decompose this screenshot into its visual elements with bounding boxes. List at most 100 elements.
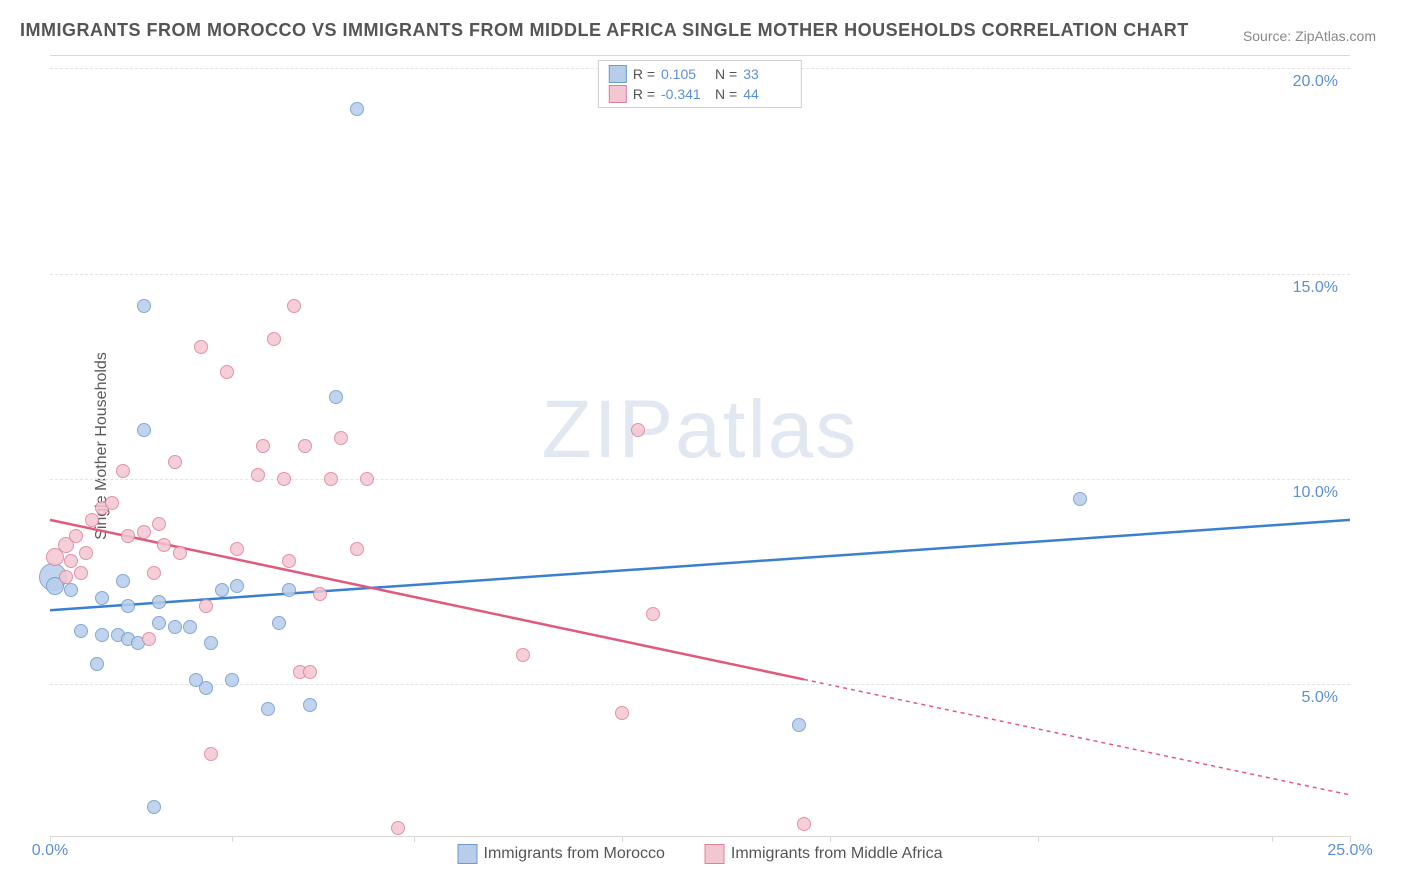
data-point — [261, 702, 275, 716]
gridline — [50, 684, 1350, 685]
stat-n-value: 44 — [743, 84, 791, 104]
chart-title: IMMIGRANTS FROM MOROCCO VS IMMIGRANTS FR… — [20, 20, 1189, 41]
data-point — [230, 542, 244, 556]
data-point — [272, 616, 286, 630]
data-point — [147, 566, 161, 580]
data-point — [147, 800, 161, 814]
data-point — [121, 529, 135, 543]
x-tick — [622, 836, 623, 842]
data-point — [152, 616, 166, 630]
plot-area: ZIPatlas R =0.105N =33R =-0.341N =44 Imm… — [50, 55, 1350, 837]
y-tick-label: 20.0% — [1293, 73, 1338, 91]
legend-swatch — [609, 85, 627, 103]
stat-legend-row: R = -0.341 N = 44 — [609, 84, 791, 104]
data-point — [90, 657, 104, 671]
data-point — [183, 620, 197, 634]
data-point — [142, 632, 156, 646]
bottom-legend: Immigrants from Morocco Immigrants from M… — [458, 844, 943, 864]
data-point — [95, 628, 109, 642]
watermark-thin: atlas — [675, 384, 858, 475]
x-tick-label: 0.0% — [32, 842, 68, 860]
data-point — [59, 570, 73, 584]
legend-label: Immigrants from Morocco — [484, 845, 665, 862]
data-point — [282, 583, 296, 597]
data-point — [516, 648, 530, 662]
x-tick — [414, 836, 415, 842]
gridline — [50, 479, 1350, 480]
data-point — [303, 698, 317, 712]
data-point — [334, 431, 348, 445]
data-point — [256, 439, 270, 453]
legend-swatch — [609, 65, 627, 83]
data-point — [230, 579, 244, 593]
legend-swatch — [458, 844, 478, 864]
watermark: ZIPatlas — [542, 383, 859, 477]
gridline — [50, 274, 1350, 275]
data-point — [204, 747, 218, 761]
stat-r-label: R = — [633, 84, 655, 104]
stat-legend: R = 0.105 N = 33R = -0.341 N = 44 — [598, 60, 802, 108]
data-point — [137, 299, 151, 313]
data-point — [360, 472, 374, 486]
data-point — [1073, 492, 1087, 506]
data-point — [74, 566, 88, 580]
data-point — [69, 529, 83, 543]
data-point — [152, 595, 166, 609]
data-point — [137, 423, 151, 437]
data-point — [199, 599, 213, 613]
data-point — [95, 591, 109, 605]
stat-r-value: -0.341 — [661, 84, 709, 104]
data-point — [168, 620, 182, 634]
data-point — [303, 665, 317, 679]
y-tick-label: 10.0% — [1293, 484, 1338, 502]
data-point — [116, 464, 130, 478]
data-point — [251, 468, 265, 482]
legend-item: Immigrants from Morocco — [458, 844, 665, 864]
data-point — [792, 718, 806, 732]
trend-lines — [50, 56, 1350, 836]
x-tick — [1038, 836, 1039, 842]
data-point — [152, 517, 166, 531]
data-point — [324, 472, 338, 486]
data-point — [267, 332, 281, 346]
data-point — [74, 624, 88, 638]
data-point — [64, 583, 78, 597]
x-tick — [830, 836, 831, 842]
data-point — [391, 821, 405, 835]
data-point — [350, 542, 364, 556]
data-point — [220, 365, 234, 379]
stat-r-value: 0.105 — [661, 64, 709, 84]
data-point — [646, 607, 660, 621]
data-point — [137, 525, 151, 539]
data-point — [287, 299, 301, 313]
data-point — [105, 496, 119, 510]
legend-item: Immigrants from Middle Africa — [705, 844, 943, 864]
data-point — [298, 439, 312, 453]
data-point — [157, 538, 171, 552]
data-point — [189, 673, 203, 687]
data-point — [631, 423, 645, 437]
y-tick-label: 15.0% — [1293, 279, 1338, 297]
data-point — [85, 513, 99, 527]
stat-n-label: N = — [715, 64, 737, 84]
data-point — [215, 583, 229, 597]
data-point — [313, 587, 327, 601]
data-point — [277, 472, 291, 486]
legend-label: Immigrants from Middle Africa — [731, 845, 943, 862]
data-point — [79, 546, 93, 560]
data-point — [194, 340, 208, 354]
stat-n-value: 33 — [743, 64, 791, 84]
data-point — [225, 673, 239, 687]
stat-legend-row: R =0.105N =33 — [609, 64, 791, 84]
x-tick-label: 25.0% — [1327, 842, 1372, 860]
data-point — [173, 546, 187, 560]
data-point — [204, 636, 218, 650]
source-label: Source: ZipAtlas.com — [1243, 28, 1376, 44]
x-tick — [1272, 836, 1273, 842]
stat-n-label: N = — [715, 84, 737, 104]
data-point — [329, 390, 343, 404]
data-point — [797, 817, 811, 831]
x-tick — [232, 836, 233, 842]
data-point — [615, 706, 629, 720]
data-point — [168, 455, 182, 469]
